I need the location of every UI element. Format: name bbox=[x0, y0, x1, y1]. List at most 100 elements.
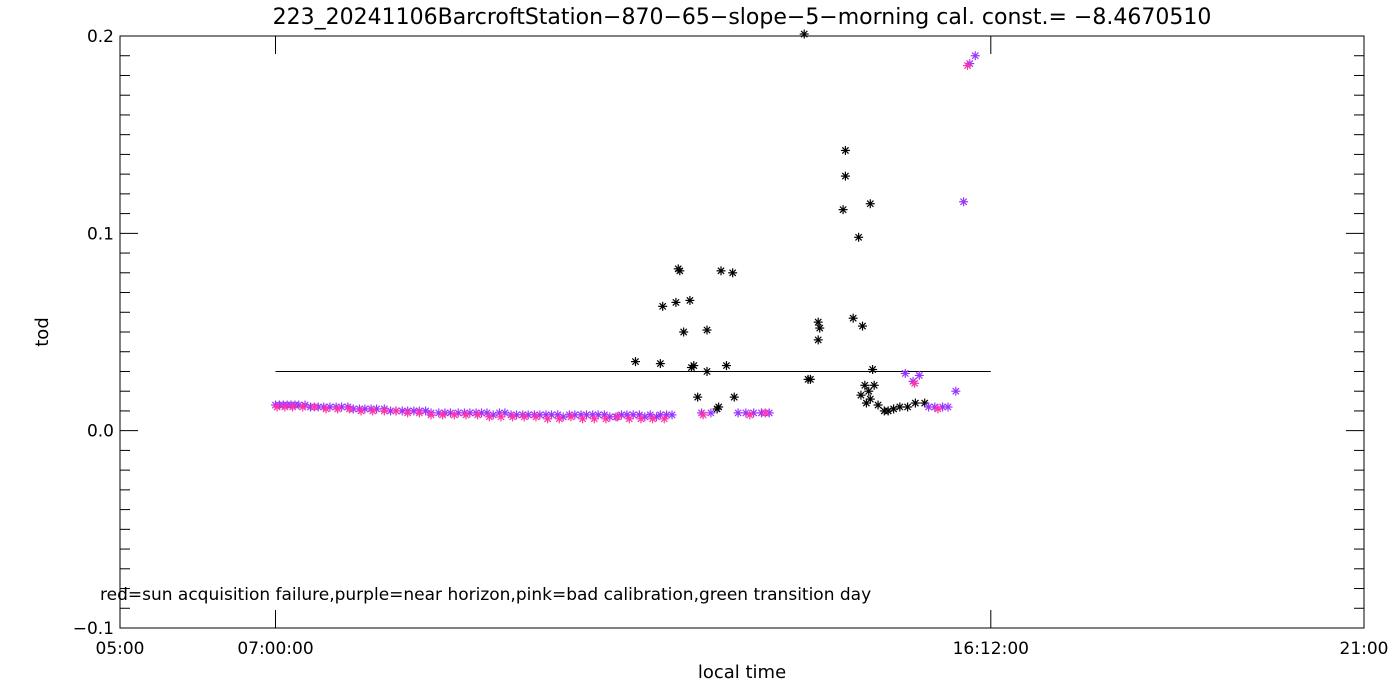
data-point-bad-calibration bbox=[496, 412, 506, 422]
data-point-bad-calibration bbox=[745, 410, 755, 420]
data-point-bad-calibration bbox=[333, 404, 343, 414]
data-point-accepted bbox=[630, 357, 640, 367]
data-point-bad-calibration bbox=[414, 408, 424, 418]
data-point-bad-calibration bbox=[272, 402, 282, 412]
data-point-flagged bbox=[914, 370, 924, 380]
data-point-bad-calibration bbox=[589, 414, 599, 424]
data-point-accepted bbox=[895, 402, 905, 412]
data-point-bad-calibration bbox=[288, 402, 298, 412]
x-axis-label: local time bbox=[698, 662, 786, 683]
data-point-accepted bbox=[854, 232, 864, 242]
data-point-accepted bbox=[728, 268, 738, 278]
y-axis-label: tod bbox=[32, 317, 53, 347]
data-point-accepted bbox=[910, 398, 920, 408]
x-axis-tick-labels: 05:00 07:00:00 16:12:00 21:00 bbox=[96, 639, 1389, 659]
data-point-accepted bbox=[671, 297, 681, 307]
data-point-bad-calibration bbox=[473, 410, 483, 420]
y-axis-tick-labels: −0.1 0.0 0.1 0.2 bbox=[73, 27, 114, 639]
data-point-bad-calibration bbox=[910, 378, 920, 388]
data-point-accepted bbox=[685, 295, 695, 305]
data-point-flagged bbox=[970, 51, 980, 61]
data-point-bad-calibration bbox=[531, 412, 541, 422]
data-point-bad-calibration bbox=[368, 406, 378, 416]
chart-title: 223_20241106BarcroftStation−870−65−slope… bbox=[273, 5, 1212, 30]
data-points bbox=[271, 29, 980, 424]
data-point-accepted bbox=[858, 321, 868, 331]
data-point-accepted bbox=[712, 404, 722, 414]
data-point-bad-calibration bbox=[391, 406, 401, 416]
x-tick-label: 21:00 bbox=[1340, 639, 1389, 659]
x-axis-ticks bbox=[119, 36, 1365, 628]
data-point-accepted bbox=[813, 335, 823, 345]
data-point-bad-calibration bbox=[962, 61, 972, 71]
data-point-accepted bbox=[873, 400, 883, 410]
data-point-accepted bbox=[813, 317, 823, 327]
x-tick-label: 16:12:00 bbox=[953, 639, 1029, 659]
data-point-accepted bbox=[702, 366, 712, 376]
data-point-flagged bbox=[582, 410, 591, 420]
data-point-flagged bbox=[924, 402, 934, 412]
data-point-accepted bbox=[860, 380, 870, 390]
y-tick-label: 0.1 bbox=[87, 224, 114, 244]
x-tick-label: 07:00:00 bbox=[237, 639, 313, 659]
data-point-accepted bbox=[658, 301, 668, 311]
data-point-bad-calibration bbox=[344, 404, 354, 414]
data-point-bad-calibration bbox=[379, 406, 389, 416]
data-point-bad-calibration bbox=[403, 408, 413, 418]
legend-note: red=sun acquisition failure,purple=near … bbox=[100, 585, 871, 605]
data-point-flagged bbox=[943, 402, 953, 412]
data-point-accepted bbox=[903, 402, 913, 412]
data-point-bad-calibration bbox=[519, 412, 529, 422]
data-point-bad-calibration bbox=[309, 402, 319, 412]
y-tick-label: 0.2 bbox=[87, 27, 114, 47]
data-point-accepted bbox=[815, 323, 825, 333]
data-point-accepted bbox=[655, 359, 665, 369]
data-point-bad-calibration bbox=[760, 408, 770, 418]
data-point-accepted bbox=[686, 363, 696, 373]
data-point-bad-calibration bbox=[321, 404, 331, 414]
data-point-accepted bbox=[865, 199, 875, 209]
data-point-bad-calibration bbox=[933, 404, 943, 414]
data-point-flagged bbox=[667, 410, 677, 420]
data-point-flagged bbox=[733, 408, 743, 418]
data-point-flagged bbox=[951, 386, 961, 396]
data-point-bad-calibration bbox=[624, 414, 634, 424]
data-point-flagged bbox=[465, 408, 475, 418]
data-point-accepted bbox=[868, 364, 878, 374]
data-point-flagged bbox=[535, 410, 545, 420]
data-point-flagged bbox=[749, 408, 759, 418]
data-point-bad-calibration bbox=[636, 414, 646, 424]
data-point-accepted bbox=[856, 390, 866, 400]
data-point-bad-calibration bbox=[280, 402, 290, 412]
data-point-bad-calibration bbox=[613, 412, 623, 422]
data-point-bad-calibration bbox=[566, 412, 576, 422]
data-point-flagged bbox=[930, 402, 940, 412]
data-point-bad-calibration bbox=[356, 406, 366, 416]
data-point-accepted bbox=[721, 361, 731, 371]
data-point-accepted bbox=[702, 325, 712, 335]
data-point-bad-calibration bbox=[601, 414, 611, 424]
plot-frame bbox=[119, 35, 1365, 629]
data-point-accepted bbox=[805, 374, 815, 384]
y-tick-label: 0.0 bbox=[87, 422, 114, 442]
data-point-bad-calibration bbox=[438, 410, 448, 420]
data-point-bad-calibration bbox=[554, 414, 564, 424]
data-point-flagged bbox=[959, 197, 969, 207]
data-point-accepted bbox=[838, 205, 848, 215]
data-point-bad-calibration bbox=[461, 410, 471, 420]
data-point-accepted bbox=[889, 404, 899, 414]
data-point-accepted bbox=[693, 392, 703, 402]
data-point-accepted bbox=[729, 392, 739, 402]
data-point-flagged bbox=[570, 410, 580, 420]
data-point-flagged bbox=[706, 408, 716, 418]
y-tick-label: −0.1 bbox=[73, 619, 114, 639]
data-point-bad-calibration bbox=[648, 414, 658, 424]
data-point-bad-calibration bbox=[698, 410, 708, 420]
data-point-accepted bbox=[799, 29, 809, 39]
data-point-bad-calibration bbox=[659, 414, 669, 424]
data-point-bad-calibration bbox=[578, 414, 588, 424]
data-point-accepted bbox=[848, 313, 858, 323]
x-tick-label: 05:00 bbox=[96, 639, 145, 659]
data-point-accepted bbox=[865, 394, 875, 404]
data-point-bad-calibration bbox=[484, 412, 494, 422]
